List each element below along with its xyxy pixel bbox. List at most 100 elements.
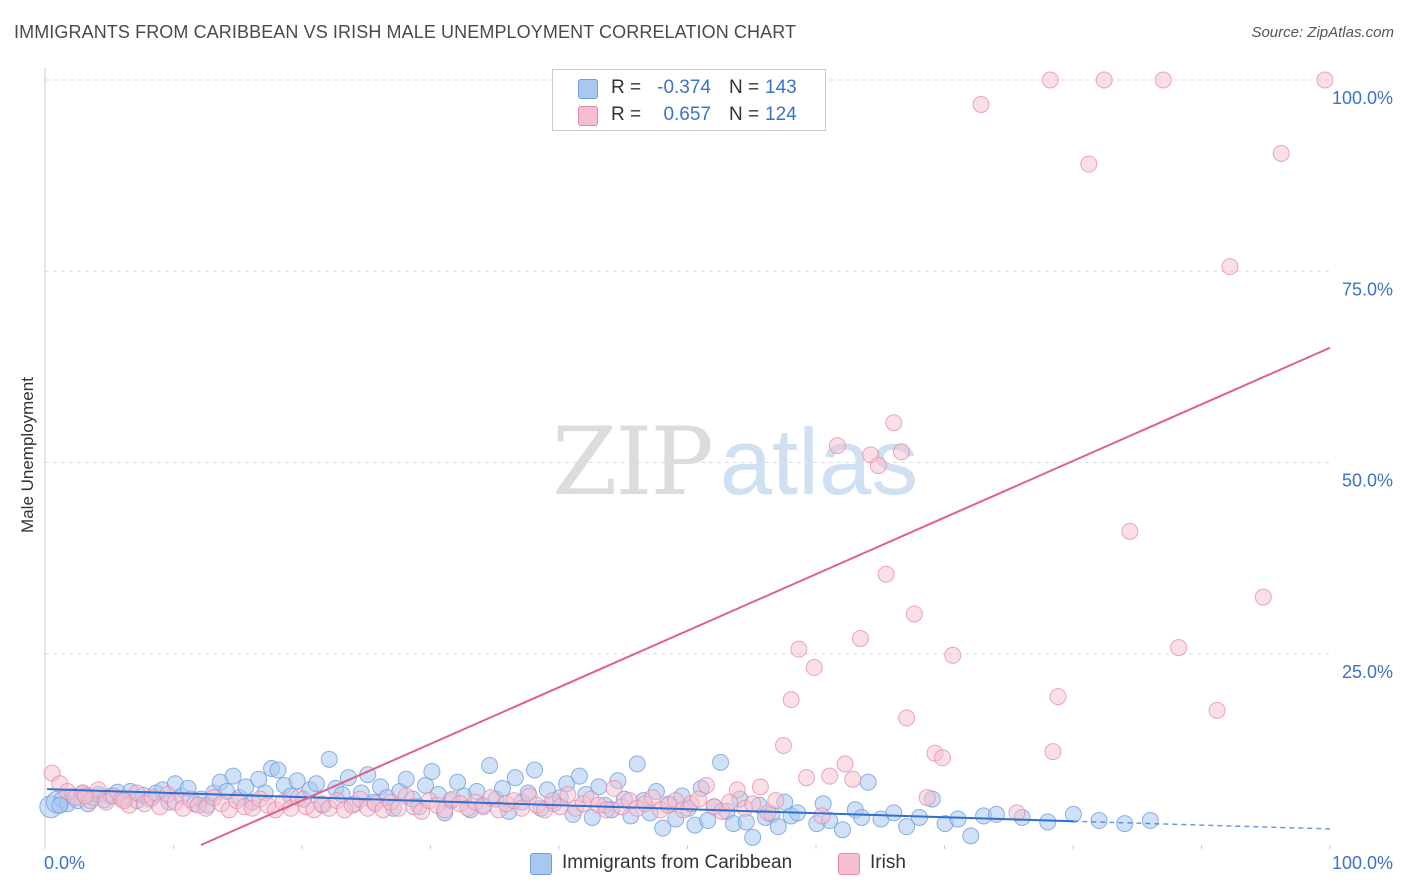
caribbean-point [1090,812,1108,830]
grid-layer [45,79,1330,655]
caribbean-point [250,770,268,788]
irish-point [805,659,823,677]
irish-point [1272,144,1290,162]
caribbean-point [1064,805,1082,823]
irish-point [751,778,769,796]
irish-point [1154,71,1172,89]
caribbean-point [654,819,672,837]
caribbean-point [481,756,499,774]
irish-point [844,770,862,788]
legend-r-label: R = [611,104,642,125]
irish-point [644,789,662,807]
irish-point [1044,743,1062,761]
irish-point [905,605,923,623]
irish-point [972,95,990,113]
series-swatch-caribbean [530,853,552,875]
caribbean-point [1039,813,1057,831]
irish-point [1080,155,1098,173]
irish-points [43,71,1334,825]
irish-point [1170,639,1188,657]
irish-point [798,769,816,787]
irish-point [1041,71,1059,89]
legend-swatch-irish [578,106,598,126]
caribbean-point [712,753,730,771]
series-label-caribbean: Immigrants from Caribbean [562,852,793,873]
irish-point [1049,688,1067,706]
caribbean-point [288,772,306,790]
x-tick-label: 0.0% [44,853,85,873]
irish-point [774,737,792,755]
caribbean-point [1141,812,1159,830]
irish-point [1208,701,1226,719]
x-tick-label: 100.0% [1332,853,1393,873]
axis-layer [44,68,1331,849]
tick-labels: 25.0% 50.0% 75.0% 100.0% 0.0% 100.0% [44,88,1393,873]
caribbean-point [744,828,762,846]
caribbean-point [526,761,544,779]
y-tick-label: 50.0% [1342,471,1393,491]
caribbean-point [853,808,871,826]
caribbean-point [570,767,588,785]
irish-point [767,792,785,810]
legend-r-label: R = [611,77,642,98]
legend-n-value: 143 [765,77,797,98]
irish-point [885,414,903,432]
irish-point [697,776,715,794]
series-label-irish: Irish [870,852,906,873]
irish-point [892,443,910,461]
legend-row-caribbean: R = -0.374 N = 143 [553,74,825,100]
irish-point [898,709,916,727]
irish-point [813,807,831,825]
irish-point [744,795,762,813]
source-label: Source: ZipAtlas.com [1251,24,1394,41]
caribbean-point [269,761,287,779]
legend-row-irish: R = 0.657 N = 124 [553,101,825,127]
caribbean-point [506,769,524,787]
series-swatch-irish [838,853,860,875]
legend-swatch-caribbean [578,79,598,99]
correlation-legend: R = -0.374 N = 143 R = 0.657 N = 124 [552,69,826,131]
irish-point [76,787,94,805]
caribbean-point [1116,815,1134,833]
irish-point [877,565,895,583]
irish-point [944,646,962,664]
irish-point [1008,804,1026,822]
caribbean-point [320,750,338,768]
irish-point [1221,258,1239,276]
irish-point [151,798,169,816]
caribbean-point [769,818,787,836]
irish-point [782,691,800,709]
caribbean-point [859,773,877,791]
irish-point [828,437,846,455]
caribbean-point [307,775,325,793]
y-tick-label: 100.0% [1332,88,1393,108]
legend-r-value: -0.374 [657,77,711,98]
caribbean-point [397,770,415,788]
irish-point [869,457,887,475]
irish-point [1316,71,1334,89]
caribbean-point [51,796,69,814]
y-tick-label: 75.0% [1342,279,1393,299]
caribbean-point [898,818,916,836]
legend-n-value: 124 [765,104,797,125]
irish-point [690,790,708,808]
irish-point [918,789,936,807]
caribbean-point [699,812,717,830]
trend-lines [46,346,1331,846]
caribbean-point [949,810,967,828]
irish-point [597,801,615,819]
caribbean-point [224,767,242,785]
irish-point [790,640,808,658]
caribbean-point [833,821,851,839]
irish-point [115,792,133,810]
caribbean-point [962,827,980,845]
caribbean-point [885,804,903,822]
irish-point [1095,71,1113,89]
irish-point [1121,522,1139,540]
chart-title: IMMIGRANTS FROM CARIBBEAN VS IRISH MALE … [14,22,797,42]
caribbean-point [449,773,467,791]
irish-point [851,629,869,647]
y-axis-label: Male Unemployment [18,377,37,533]
legend-n-label: N = [729,104,760,125]
y-tick-label: 25.0% [1342,662,1393,682]
